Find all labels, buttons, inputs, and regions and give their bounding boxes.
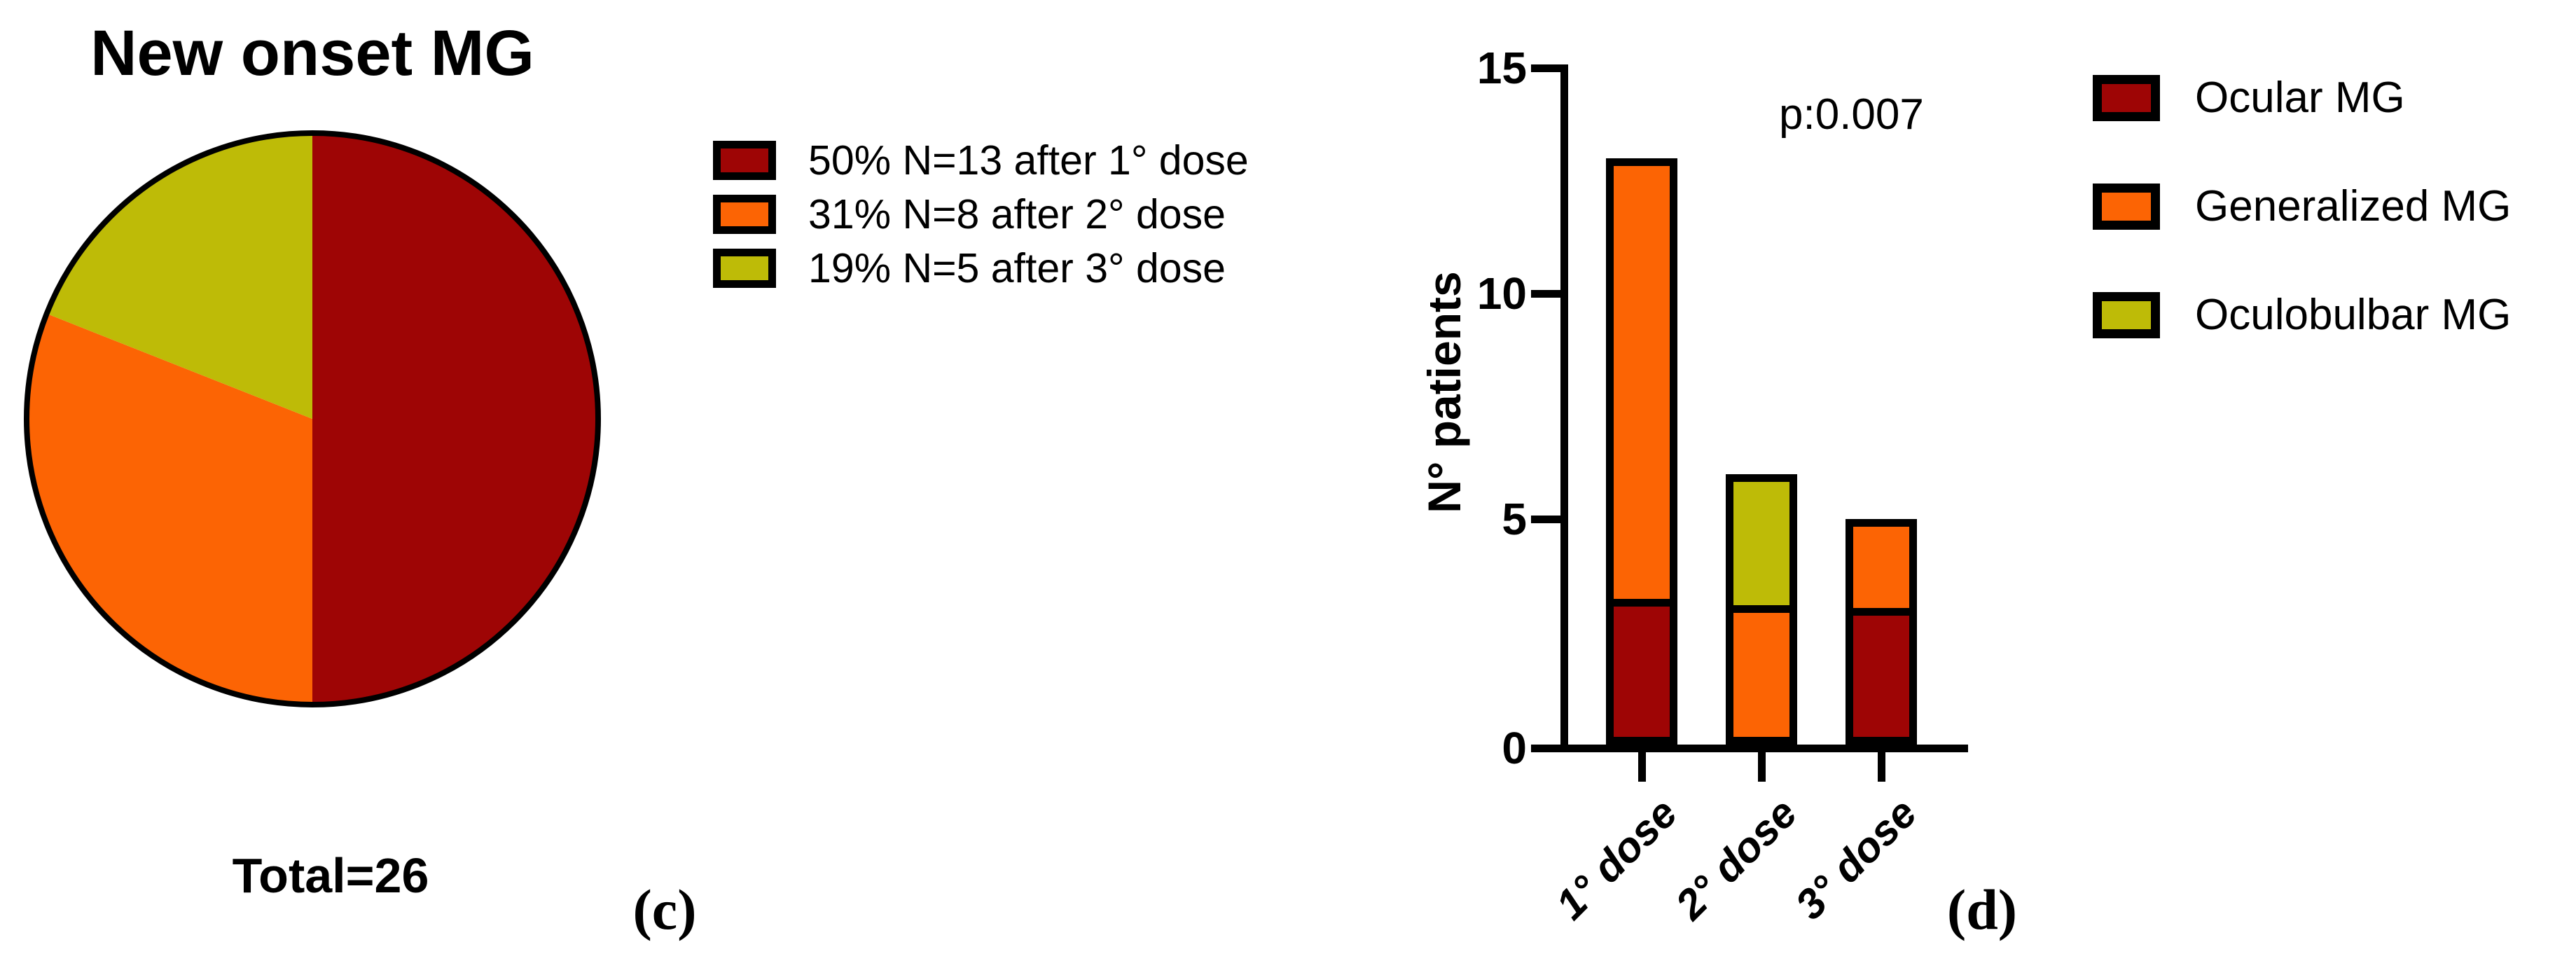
pie-total-label: Total=26 — [232, 848, 429, 903]
legend-label: 50% N=13 after 1° dose — [808, 137, 1249, 184]
y-tick-label: 10 — [1476, 268, 1527, 319]
x-tick — [1638, 752, 1646, 782]
legend-swatch — [713, 248, 776, 288]
legend-row: 50% N=13 after 1° dose — [713, 133, 1249, 187]
x-tick — [1758, 752, 1766, 782]
legend-swatch — [2093, 74, 2160, 121]
legend-label: Oculobulbar MG — [2195, 291, 2512, 339]
x-tick-label: 1° dose — [1546, 789, 1687, 929]
y-tick — [1531, 516, 1560, 523]
stacked-bar-3° dose — [1846, 519, 1917, 745]
legend-swatch — [713, 194, 776, 234]
y-tick-label: 15 — [1476, 43, 1527, 93]
legend-label: 31% N=8 after 2° dose — [808, 191, 1226, 237]
bar-segment — [1853, 615, 1909, 737]
panel-label-d: (d) — [1946, 878, 2018, 941]
bar-segment — [1733, 613, 1789, 737]
legend-swatch — [2093, 183, 2160, 230]
pie-slice-3 — [46, 133, 313, 419]
stacked-bar-2° dose — [1726, 473, 1797, 745]
y-tick-label: 5 — [1502, 494, 1527, 544]
x-tick-label: 3° dose — [1786, 789, 1926, 929]
p-value-annotation: p:0.007 — [1779, 90, 1924, 139]
pie-slice-1 — [312, 133, 598, 705]
legend-row: Oculobulbar MG — [2093, 261, 2511, 369]
legend-row: 31% N=8 after 2° dose — [713, 187, 1249, 241]
legend-swatch — [713, 140, 776, 180]
stacked-bar-1° dose — [1606, 158, 1677, 745]
bar-legend: Ocular MG Generalized MG Oculobulbar MG — [2093, 43, 2511, 369]
legend-row: 19% N=5 after 3° dose — [713, 241, 1249, 295]
y-tick-label: 0 — [1502, 723, 1527, 773]
bar-segment — [1733, 481, 1789, 614]
pie-chart — [24, 130, 601, 707]
panel-label-c: (c) — [632, 878, 697, 941]
x-tick — [1878, 752, 1885, 782]
legend-label: 19% N=5 after 3° dose — [808, 244, 1226, 291]
y-tick — [1531, 290, 1560, 298]
bar-segment — [1853, 527, 1909, 616]
bar-segment — [1614, 607, 1670, 737]
pie-outline — [24, 130, 601, 707]
x-axis-line — [1531, 745, 1968, 752]
legend-label: Generalized MG — [2195, 182, 2512, 230]
pie-chart-title: New onset MG — [90, 18, 534, 89]
pie-legend: 50% N=13 after 1° dose 31% N=8 after 2° d… — [713, 133, 1249, 295]
legend-row: Generalized MG — [2093, 152, 2511, 261]
legend-swatch — [2093, 291, 2160, 338]
legend-label: Ocular MG — [2195, 74, 2405, 122]
bar-segment — [1614, 165, 1670, 607]
y-axis-line — [1560, 64, 1568, 752]
legend-row: Ocular MG — [2093, 43, 2511, 152]
x-tick-label: 2° dose — [1666, 789, 1806, 929]
y-tick — [1531, 64, 1560, 72]
